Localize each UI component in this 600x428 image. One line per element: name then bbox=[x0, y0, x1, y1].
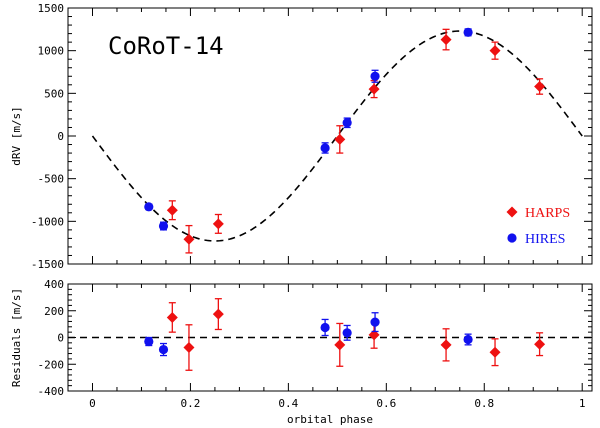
rv-data-points bbox=[144, 27, 546, 254]
rv-y-tick-label: -1500 bbox=[31, 258, 64, 271]
residuals-hires-point bbox=[158, 344, 169, 355]
rv-hires-point bbox=[342, 118, 352, 128]
residuals-tick-marks bbox=[67, 283, 592, 392]
legend-hires-label: HIRES bbox=[525, 232, 565, 247]
rv-hires-point bbox=[158, 221, 169, 231]
rv-y-tick-label: 500 bbox=[44, 87, 64, 100]
x-axis-label: orbital phase bbox=[287, 413, 373, 426]
rv-hires-point bbox=[320, 143, 330, 153]
residuals-hires-point bbox=[144, 336, 154, 347]
rv-tick-marks bbox=[67, 7, 592, 265]
legend-hires-marker bbox=[507, 233, 517, 243]
residuals-harps-point bbox=[489, 346, 501, 358]
rv-model-curve bbox=[91, 30, 583, 242]
rv-harps-point bbox=[166, 204, 178, 216]
residuals-harps-point bbox=[334, 339, 346, 351]
residuals-y-tick-label: 400 bbox=[44, 278, 64, 291]
residuals-hires-point bbox=[463, 334, 473, 345]
x-tick-label: 0 bbox=[89, 397, 96, 410]
legend-harps-marker bbox=[506, 206, 518, 218]
residuals-y-axis-label: Residuals [m/s] bbox=[10, 288, 23, 387]
x-tick-label: 0.6 bbox=[376, 397, 396, 410]
rv-y-tick-label: 1500 bbox=[38, 2, 65, 15]
residuals-y-tick-labels: -400 -200 0 200 400 bbox=[38, 278, 65, 398]
chart-title: CoRoT-14 bbox=[108, 32, 224, 60]
rv-harps-point bbox=[334, 133, 346, 145]
residuals-harps-point bbox=[183, 342, 195, 354]
rv-y-tick-labels: -1500 -1000 -500 0 500 1000 1500 bbox=[31, 2, 64, 271]
rv-harps-point bbox=[183, 233, 195, 245]
residuals-data-points bbox=[144, 298, 546, 371]
rv-panel: -1500 -1000 -500 0 500 1000 1500 CoRoT-14 HARP… bbox=[10, 2, 593, 271]
residuals-panel: -400 -200 0 200 400 Residuals [m/s] bbox=[10, 278, 593, 398]
residuals-hires-point bbox=[370, 317, 380, 327]
x-tick-label: 0.4 bbox=[278, 397, 298, 410]
legend-harps-label: HARPS bbox=[525, 206, 570, 221]
residuals-y-tick-label: 200 bbox=[44, 305, 64, 318]
rv-harps-point bbox=[489, 45, 501, 57]
rv-y-tick-label: -1000 bbox=[31, 215, 64, 228]
x-tick-label: 0.8 bbox=[474, 397, 494, 410]
residuals-harps-point bbox=[166, 311, 178, 323]
rv-y-tick-label: -500 bbox=[38, 173, 65, 186]
x-tick-label: 1 bbox=[579, 397, 586, 410]
residuals-hires-point bbox=[320, 322, 330, 333]
residuals-y-tick-label: 0 bbox=[57, 332, 64, 345]
rv-y-axis-label: dRV [m/s] bbox=[10, 106, 23, 166]
residuals-harps-point bbox=[534, 338, 546, 350]
rv-hires-point bbox=[370, 71, 380, 81]
rv-y-tick-label: 0 bbox=[57, 130, 64, 143]
rv-y-tick-label: 1000 bbox=[38, 45, 65, 58]
rv-hires-point bbox=[463, 27, 473, 37]
residuals-hires-point bbox=[342, 328, 352, 338]
rv-harps-point bbox=[440, 34, 452, 46]
residuals-y-tick-label: -400 bbox=[38, 385, 65, 398]
rv-harps-point bbox=[368, 83, 380, 95]
rv-harps-point bbox=[534, 81, 546, 93]
residuals-harps-point bbox=[440, 339, 452, 351]
rv-hires-point bbox=[144, 202, 154, 212]
rv-harps-point bbox=[212, 218, 224, 230]
x-tick-label: 0.2 bbox=[180, 397, 200, 410]
residuals-harps-point bbox=[212, 308, 224, 320]
x-tick-labels: 0 0.2 0.4 0.6 0.8 1 bbox=[89, 397, 585, 410]
legend: HARPS HIRES bbox=[506, 206, 570, 247]
residuals-y-tick-label: -200 bbox=[38, 358, 65, 371]
